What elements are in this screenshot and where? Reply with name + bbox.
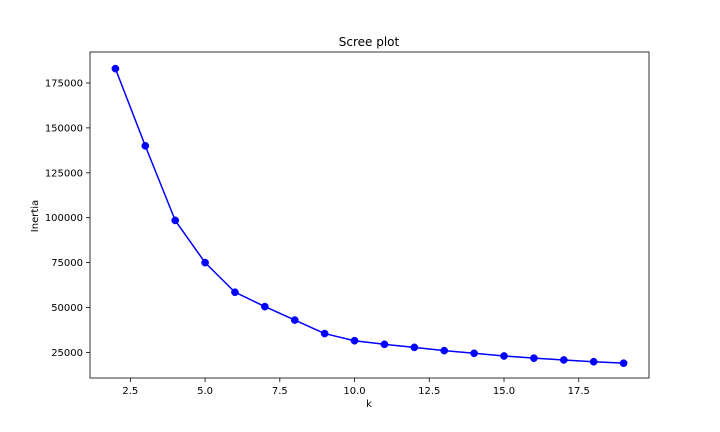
x-tick-label: 12.5 [418, 386, 440, 397]
data-point [380, 340, 389, 349]
y-tick-label: 100000 [45, 213, 83, 224]
x-tick-label: 2.5 [122, 386, 138, 397]
x-tick-label: 7.5 [272, 386, 288, 397]
data-point [111, 64, 120, 73]
y-axis-label: Inertia [30, 200, 41, 232]
data-point [350, 336, 359, 345]
data-point [589, 357, 598, 366]
data-point [530, 354, 538, 363]
y-tick-label: 25000 [51, 348, 83, 359]
y-tick-label: 50000 [51, 303, 83, 314]
data-point [141, 141, 150, 150]
data-point [290, 316, 299, 324]
data-point [619, 359, 628, 368]
data-point [559, 356, 568, 364]
data-point [410, 343, 419, 352]
data-point [171, 216, 180, 225]
x-tick-label: 15.0 [493, 386, 515, 397]
data-point [231, 288, 239, 297]
data-point [320, 329, 329, 338]
data-point [261, 302, 269, 311]
y-tick-label: 150000 [45, 123, 83, 134]
y-tick-label: 125000 [45, 168, 83, 179]
data-point [201, 258, 209, 267]
x-tick-label: 17.5 [568, 386, 590, 397]
x-axis-label: k [366, 399, 372, 410]
data-point [470, 349, 478, 358]
data-point [500, 352, 508, 360]
data-point [440, 346, 449, 355]
x-tick-label: 5.0 [197, 386, 213, 397]
series-line [114, 68, 624, 364]
axes-frame [89, 51, 650, 379]
plot-area: 2.5 5.0 7.5 10.0 12.5 15.0 17.5 25000 50000 75000… [45, 51, 650, 397]
x-tick-label: 10.0 [343, 386, 365, 397]
chart-title: Scree plot [339, 35, 400, 49]
y-tick-label: 175000 [45, 78, 83, 89]
y-tick-label: 75000 [51, 258, 83, 269]
